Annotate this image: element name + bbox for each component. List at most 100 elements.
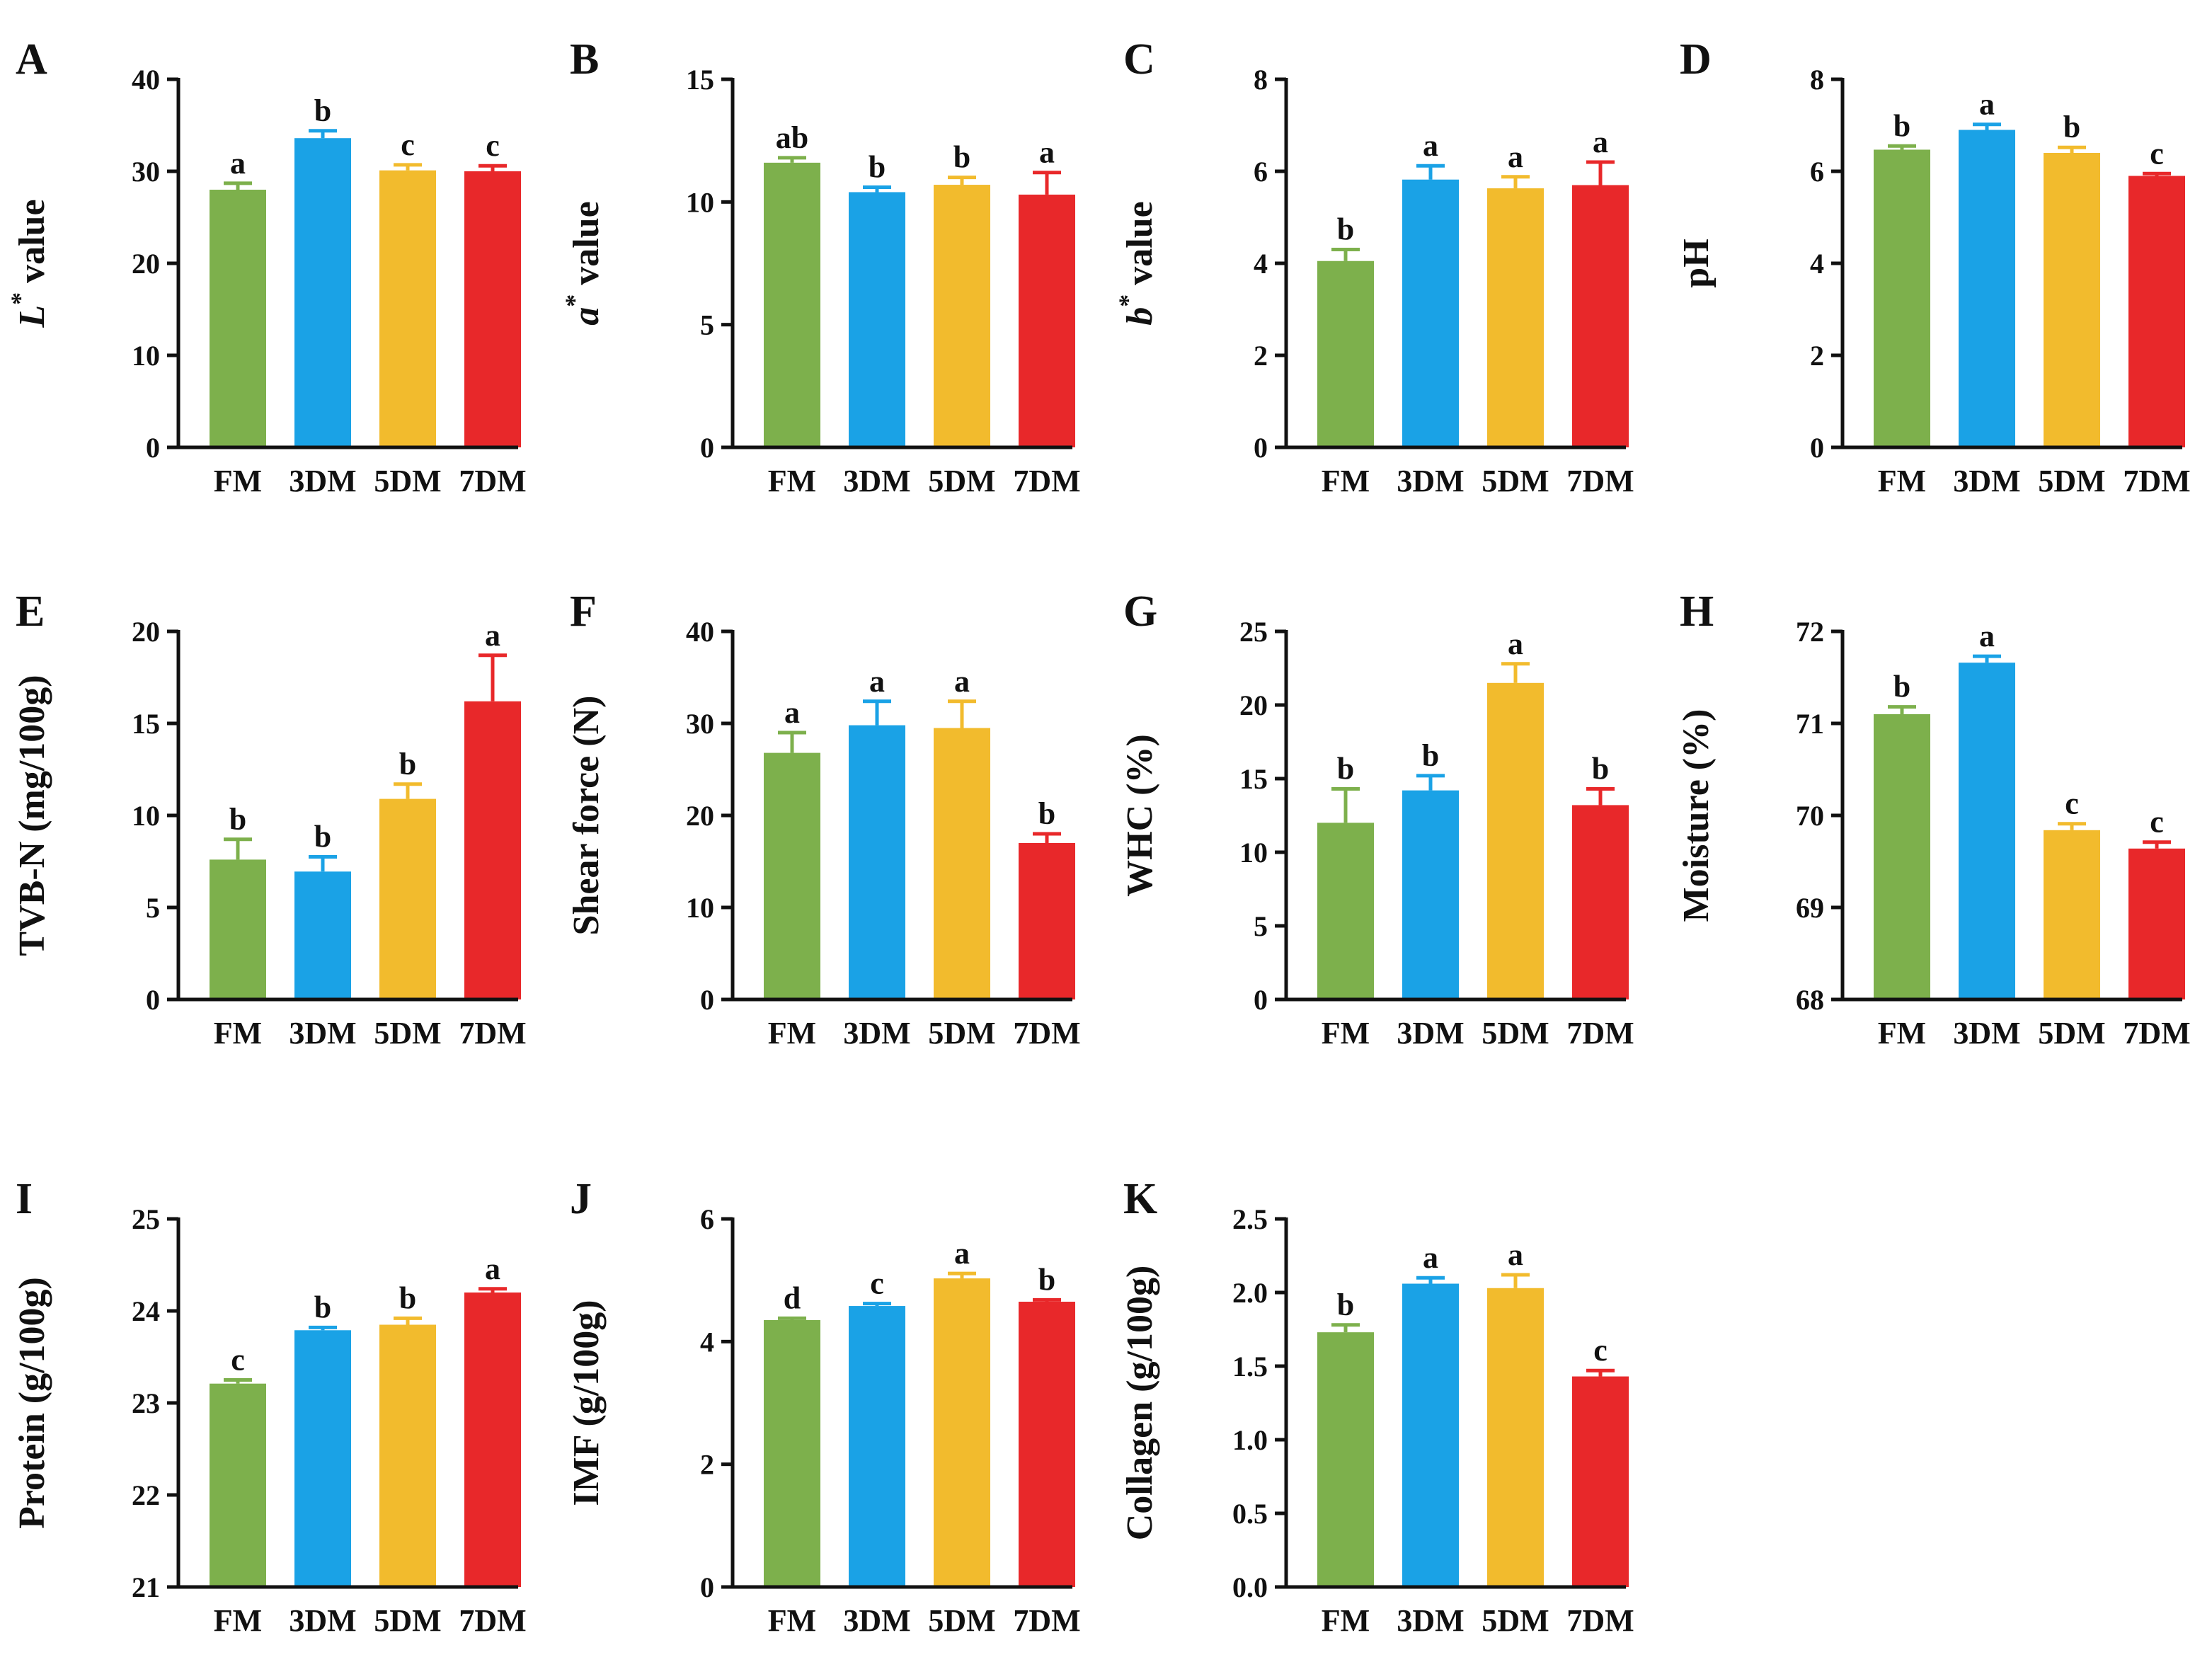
panel-f-ytick-label-0: 0 — [700, 984, 714, 1016]
panel-k-ytick-label-0: 0.0 — [1232, 1571, 1268, 1603]
panel-f-category-label-2: 5DM — [928, 1016, 995, 1050]
panel-a: A L* value 0 10 20 30 40 a FM b 3DM c 5DM c 7DM — [6, 35, 527, 498]
panel-i-ytick-label-3: 24 — [132, 1295, 160, 1327]
panel-i-sig-letter-2: b — [399, 1280, 416, 1315]
panel-a-category-label-2: 5DM — [374, 464, 441, 498]
panel-f-sig-letter-1: a — [869, 664, 885, 699]
panel-g-ytick-label-4: 20 — [1239, 689, 1268, 721]
panel-d-axes — [1840, 78, 2182, 449]
panel-i-bar-5dm — [379, 1324, 436, 1587]
panel-g-ytick-label-0: 0 — [1254, 984, 1268, 1016]
panel-k-category-label-2: 5DM — [1482, 1603, 1549, 1638]
panel-i-ytick-label-1: 22 — [132, 1479, 160, 1511]
panel-b-bar-fm — [764, 162, 820, 447]
panel-a-bar-3dm — [294, 138, 351, 447]
panel-c-bar-fm — [1317, 260, 1374, 447]
panel-a-ytick-label-2: 20 — [132, 248, 160, 280]
panel-c-bar-7dm — [1572, 185, 1629, 447]
panel-j-sig-letter-0: d — [784, 1280, 801, 1315]
panel-k: K Collagen (g/100g) 0.0 0.5 1.0 1.5 2.0 2.5 b FM a… — [1120, 1175, 1634, 1638]
panel-j-axes — [730, 1217, 1072, 1589]
panel-c-ytick-label-3: 6 — [1254, 156, 1268, 188]
panel-h-ylabel: Moisture (%) — [1676, 709, 1717, 922]
panel-c-ytick-label-4: 8 — [1254, 64, 1268, 96]
panel-j-bar-5dm — [934, 1278, 990, 1587]
panel-a-category-label-3: 7DM — [459, 464, 526, 498]
panel-e-sig-letter-1: b — [314, 820, 331, 854]
panel-d-ytick-label-0: 0 — [1810, 432, 1824, 464]
panel-h-axes — [1840, 630, 2182, 1002]
panel-b-sig-letter-1: b — [869, 150, 886, 185]
panel-d-bar-fm — [1874, 149, 1930, 447]
panel-h-ytick-label-3: 71 — [1796, 708, 1824, 740]
panel-i-sig-letter-0: c — [231, 1343, 245, 1377]
panel-c-bar-5dm — [1487, 188, 1544, 447]
panel-j-category-label-0: FM — [768, 1603, 816, 1638]
panel-e-category-label-3: 7DM — [459, 1016, 526, 1050]
panel-h: H Moisture (%) 68 69 70 71 72 b FM a 3DM c 5DM c 7DM — [1676, 588, 2191, 1050]
panel-e-ytick-label-4: 20 — [132, 616, 160, 648]
panel-d: DpH 0 2 4 6 8 b FM a 3DM b 5DM c 7DM — [1676, 35, 2191, 498]
panel-i-category-label-1: 3DM — [289, 1603, 356, 1638]
panel-d-category-label-3: 7DM — [2123, 464, 2190, 498]
panel-c-ytick-label-1: 2 — [1254, 340, 1268, 372]
panel-d-sig-letter-0: b — [1893, 108, 1910, 143]
panel-j-category-label-3: 7DM — [1013, 1603, 1080, 1638]
panel-g-sig-letter-1: b — [1422, 738, 1439, 773]
panel-a-ytick-label-1: 10 — [132, 340, 160, 372]
panel-k-sig-letter-1: a — [1423, 1240, 1438, 1275]
panel-e-category-label-1: 3DM — [289, 1016, 356, 1050]
panel-d-bar-3dm — [1959, 130, 2015, 447]
panel-a-category-label-0: FM — [214, 464, 262, 498]
panel-h-category-label-3: 7DM — [2123, 1016, 2190, 1050]
panel-f-ytick-label-1: 10 — [686, 892, 714, 924]
panel-g-ytick-label-5: 25 — [1239, 616, 1268, 648]
panel-j-sig-letter-2: a — [954, 1236, 970, 1271]
panel-d-letter: D — [1680, 35, 1712, 84]
panel-f-sig-letter-2: a — [954, 664, 970, 699]
panel-g-sig-letter-2: a — [1508, 626, 1523, 661]
panel-c-category-label-2: 5DM — [1482, 464, 1549, 498]
panel-a-sig-letter-3: c — [486, 128, 500, 163]
panel-f-category-label-0: FM — [768, 1016, 816, 1050]
panel-e-ytick-label-1: 5 — [146, 892, 160, 924]
panel-h-category-label-2: 5DM — [2038, 1016, 2105, 1050]
panel-k-bar-7dm — [1572, 1376, 1629, 1587]
panel-d-bar-5dm — [2044, 153, 2100, 447]
panel-i-category-label-3: 7DM — [459, 1603, 526, 1638]
panel-j-sig-letter-1: c — [870, 1266, 884, 1301]
panel-h-letter: H — [1680, 588, 1714, 636]
panel-b-ytick-label-0: 0 — [700, 432, 714, 464]
panel-e-bar-3dm — [294, 871, 351, 999]
panel-c-category-label-3: 7DM — [1566, 464, 1634, 498]
panel-c-category-label-1: 3DM — [1397, 464, 1464, 498]
panel-e-category-label-2: 5DM — [374, 1016, 441, 1050]
panel-c-axes — [1284, 78, 1626, 449]
panel-k-letter: K — [1123, 1175, 1157, 1223]
panel-a-ylabel: L* value — [6, 199, 52, 328]
panel-c: Cb* value 0 2 4 6 8 b FM a 3DM a 5DM a 7DM — [1113, 35, 1634, 498]
panel-j-ytick-label-0: 0 — [700, 1571, 714, 1603]
panel-c-letter: C — [1123, 35, 1155, 84]
panel-a-category-label-1: 3DM — [289, 464, 356, 498]
panel-c-sig-letter-0: b — [1337, 212, 1354, 247]
panel-h-bar-fm — [1874, 714, 1930, 999]
panel-a-bar-5dm — [379, 170, 436, 447]
panel-k-ytick-label-4: 2.0 — [1232, 1277, 1268, 1309]
panel-j-bar-fm — [764, 1320, 820, 1587]
panel-g-ytick-label-3: 15 — [1239, 763, 1268, 795]
panel-g-sig-letter-3: b — [1592, 752, 1609, 786]
panel-a-axes — [176, 78, 518, 449]
panel-g-bar-fm — [1317, 823, 1374, 999]
panel-i-ylabel: Protein (g/100g) — [12, 1277, 52, 1529]
panel-i-ytick-label-4: 25 — [132, 1203, 160, 1235]
panel-i-category-label-0: FM — [214, 1603, 262, 1638]
panel-k-category-label-1: 3DM — [1397, 1603, 1464, 1638]
panel-i-bar-fm — [210, 1383, 266, 1587]
panel-f-letter: F — [570, 588, 597, 636]
panel-i-ytick-label-0: 21 — [132, 1571, 160, 1603]
panel-i-bar-3dm — [294, 1330, 351, 1587]
panel-j-ytick-label-2: 4 — [700, 1326, 714, 1358]
panel-g-ytick-label-1: 5 — [1254, 910, 1268, 942]
